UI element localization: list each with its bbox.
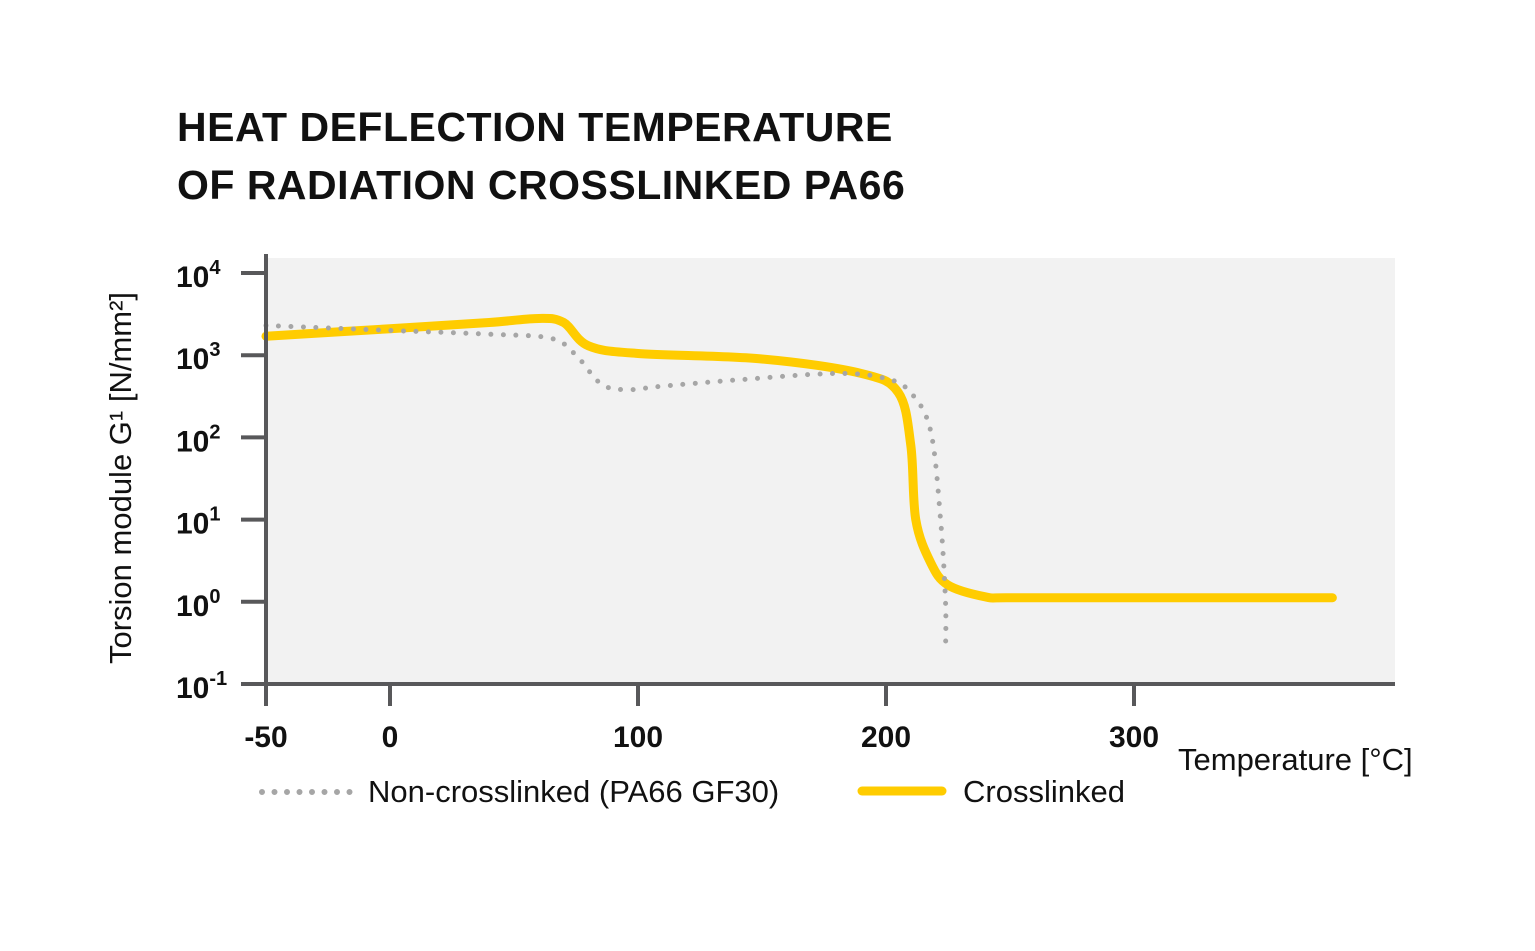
y-tick-label: 100 [176,586,221,623]
x-tick-label: 100 [613,721,663,754]
legend-label-non-crosslinked: Non-crosslinked (PA66 GF30) [368,774,779,809]
x-tick-label: 0 [382,721,399,754]
x-tick-label: -50 [244,721,287,754]
y-tick-label: 103 [176,339,221,376]
y-tick-label: 102 [176,421,221,458]
x-axis-ticks: -50 0 100 200 300 [244,684,1159,754]
y-tick-label: 10-1 [176,668,227,705]
y-axis-ticks: 104 103 102 101 100 10-1 [176,257,266,705]
chart-title: HEAT DEFLECTION TEMPERATURE OF RADIATION… [177,98,905,214]
legend-label-crosslinked: Crosslinked [963,774,1125,809]
y-tick-label: 104 [176,257,221,294]
series-non-crosslinked-line [263,322,949,654]
axes [264,254,1395,688]
series-layer [261,313,1337,654]
y-axis-title: Torsion module G¹ [N/mm²] [103,292,138,664]
chart-title-line-2: OF RADIATION CROSSLINKED PA66 [177,162,906,208]
y-tick-label: 101 [176,504,221,541]
x-axis-title: Temperature [°C] [1178,742,1413,777]
x-tick-label: 200 [861,721,911,754]
x-tick-label: 300 [1109,721,1159,754]
legend: Non-crosslinked (PA66 GF30) Crosslinked [259,774,1125,809]
chart-title-line-1: HEAT DEFLECTION TEMPERATURE [177,104,893,150]
